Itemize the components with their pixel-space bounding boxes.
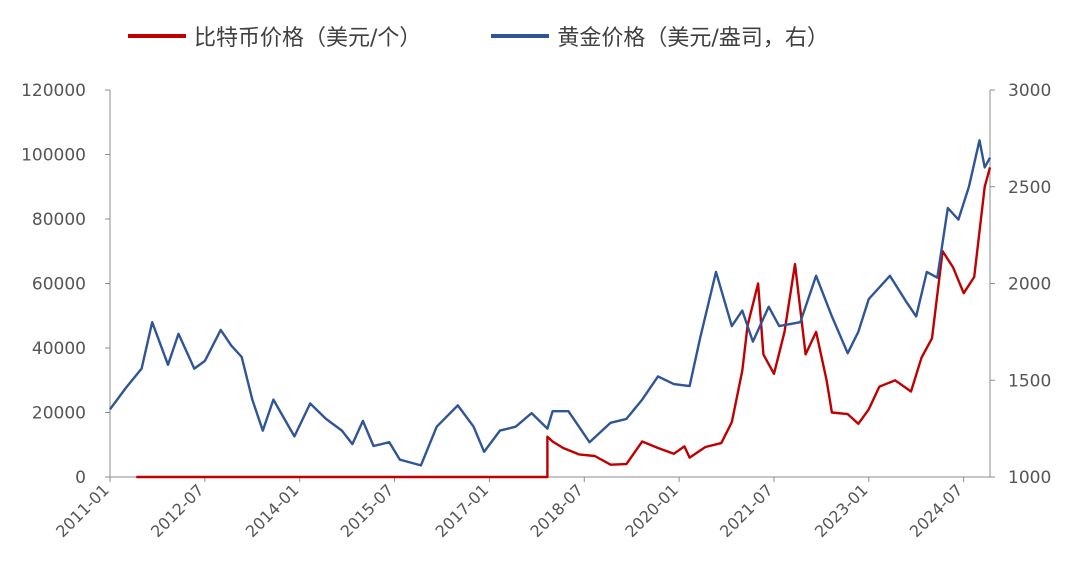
x-tick-label: 2011-01 bbox=[52, 480, 113, 541]
legend-item-bitcoin: 比特币价格（美元/个） bbox=[128, 20, 421, 52]
left-tick-label: 80000 bbox=[32, 210, 86, 230]
right-tick-label: 3000 bbox=[1008, 81, 1051, 101]
x-tick-label: 2020-01 bbox=[621, 480, 682, 541]
right-tick-label: 2500 bbox=[1008, 178, 1051, 198]
legend-label-gold: 黄金价格（美元/盎司，右） bbox=[557, 26, 829, 51]
right-tick-label: 1000 bbox=[1008, 468, 1051, 488]
legend-item-gold: 黄金价格（美元/盎司，右） bbox=[491, 20, 829, 52]
left-tick-label: 40000 bbox=[32, 339, 86, 359]
left-tick-label: 0 bbox=[75, 468, 86, 488]
legend-label-bitcoin: 比特币价格（美元/个） bbox=[194, 26, 422, 51]
x-tick-label: 2017-01 bbox=[432, 480, 493, 541]
legend-swatch-bitcoin bbox=[128, 34, 186, 38]
left-tick-label: 20000 bbox=[32, 404, 86, 424]
right-tick-label: 2000 bbox=[1008, 275, 1051, 295]
left-tick-label: 120000 bbox=[21, 81, 86, 101]
legend-swatch-gold bbox=[491, 34, 550, 38]
series-line-bitcoin bbox=[136, 167, 992, 479]
x-tick-label: 2024-07 bbox=[906, 480, 967, 541]
x-tick-label: 2015-07 bbox=[337, 480, 398, 541]
x-tick-label: 2021-07 bbox=[716, 480, 777, 541]
right-tick-label: 1500 bbox=[1008, 371, 1051, 391]
left-tick-label: 100000 bbox=[21, 146, 86, 166]
x-tick-label: 2018-07 bbox=[526, 480, 587, 541]
legend: 比特币价格（美元/个） 黄金价格（美元/盎司，右） bbox=[128, 20, 829, 52]
series-line-gold bbox=[109, 139, 992, 467]
x-tick-label: 2014-01 bbox=[242, 480, 303, 541]
x-tick-label: 2023-01 bbox=[811, 480, 872, 541]
x-tick-label: 2012-07 bbox=[147, 480, 208, 541]
left-tick-label: 60000 bbox=[32, 275, 86, 295]
